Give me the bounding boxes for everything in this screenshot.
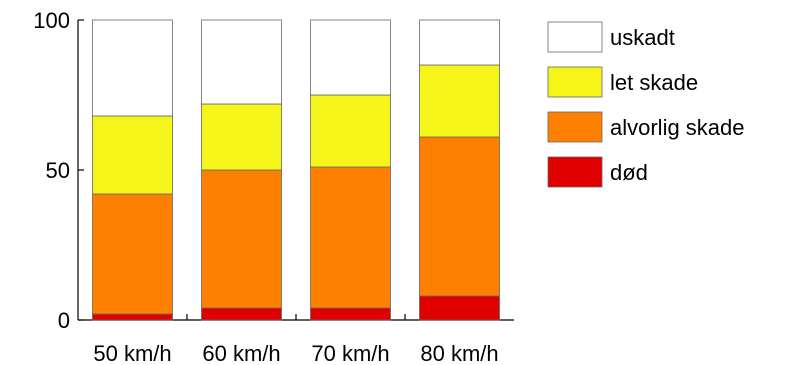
y-ticks: 0 50 100 xyxy=(33,8,84,333)
legend-label: død xyxy=(610,160,648,185)
legend-swatch xyxy=(547,66,603,98)
bar-segment xyxy=(92,313,173,321)
bar-segment xyxy=(92,193,173,315)
y-tick-label: 100 xyxy=(33,8,70,33)
bar-segment xyxy=(92,19,173,117)
bar-segment xyxy=(419,136,500,297)
bar-segment xyxy=(92,115,173,195)
bar-segment xyxy=(419,295,500,321)
bar-segment xyxy=(310,166,391,309)
legend: uskadt let skade alvorlig skade død xyxy=(547,21,745,188)
bar-segment xyxy=(201,19,282,105)
legend-swatch xyxy=(547,111,603,143)
bar-segment xyxy=(201,103,282,171)
bar-segment xyxy=(310,307,391,321)
x-category-label: 50 km/h xyxy=(93,341,171,365)
bar-segment xyxy=(419,64,500,138)
y-tick-label: 50 xyxy=(46,158,70,183)
bar-segment xyxy=(310,19,391,96)
bar-segment xyxy=(419,19,500,66)
legend-label: let skade xyxy=(610,70,698,95)
x-category-labels: 50 km/h 60 km/h 70 km/h 80 km/h xyxy=(93,341,498,365)
x-category-label: 70 km/h xyxy=(311,341,389,365)
legend-label: uskadt xyxy=(610,25,675,50)
legend-swatch xyxy=(547,21,603,53)
y-tick-label: 0 xyxy=(58,308,70,333)
bar-segment xyxy=(201,307,282,321)
x-category-label: 60 km/h xyxy=(202,341,280,365)
bars xyxy=(92,19,500,321)
legend-swatch xyxy=(547,156,603,188)
x-category-label: 80 km/h xyxy=(420,341,498,365)
bar-segment xyxy=(310,94,391,168)
legend-label: alvorlig skade xyxy=(610,115,745,140)
bar-segment xyxy=(201,169,282,309)
